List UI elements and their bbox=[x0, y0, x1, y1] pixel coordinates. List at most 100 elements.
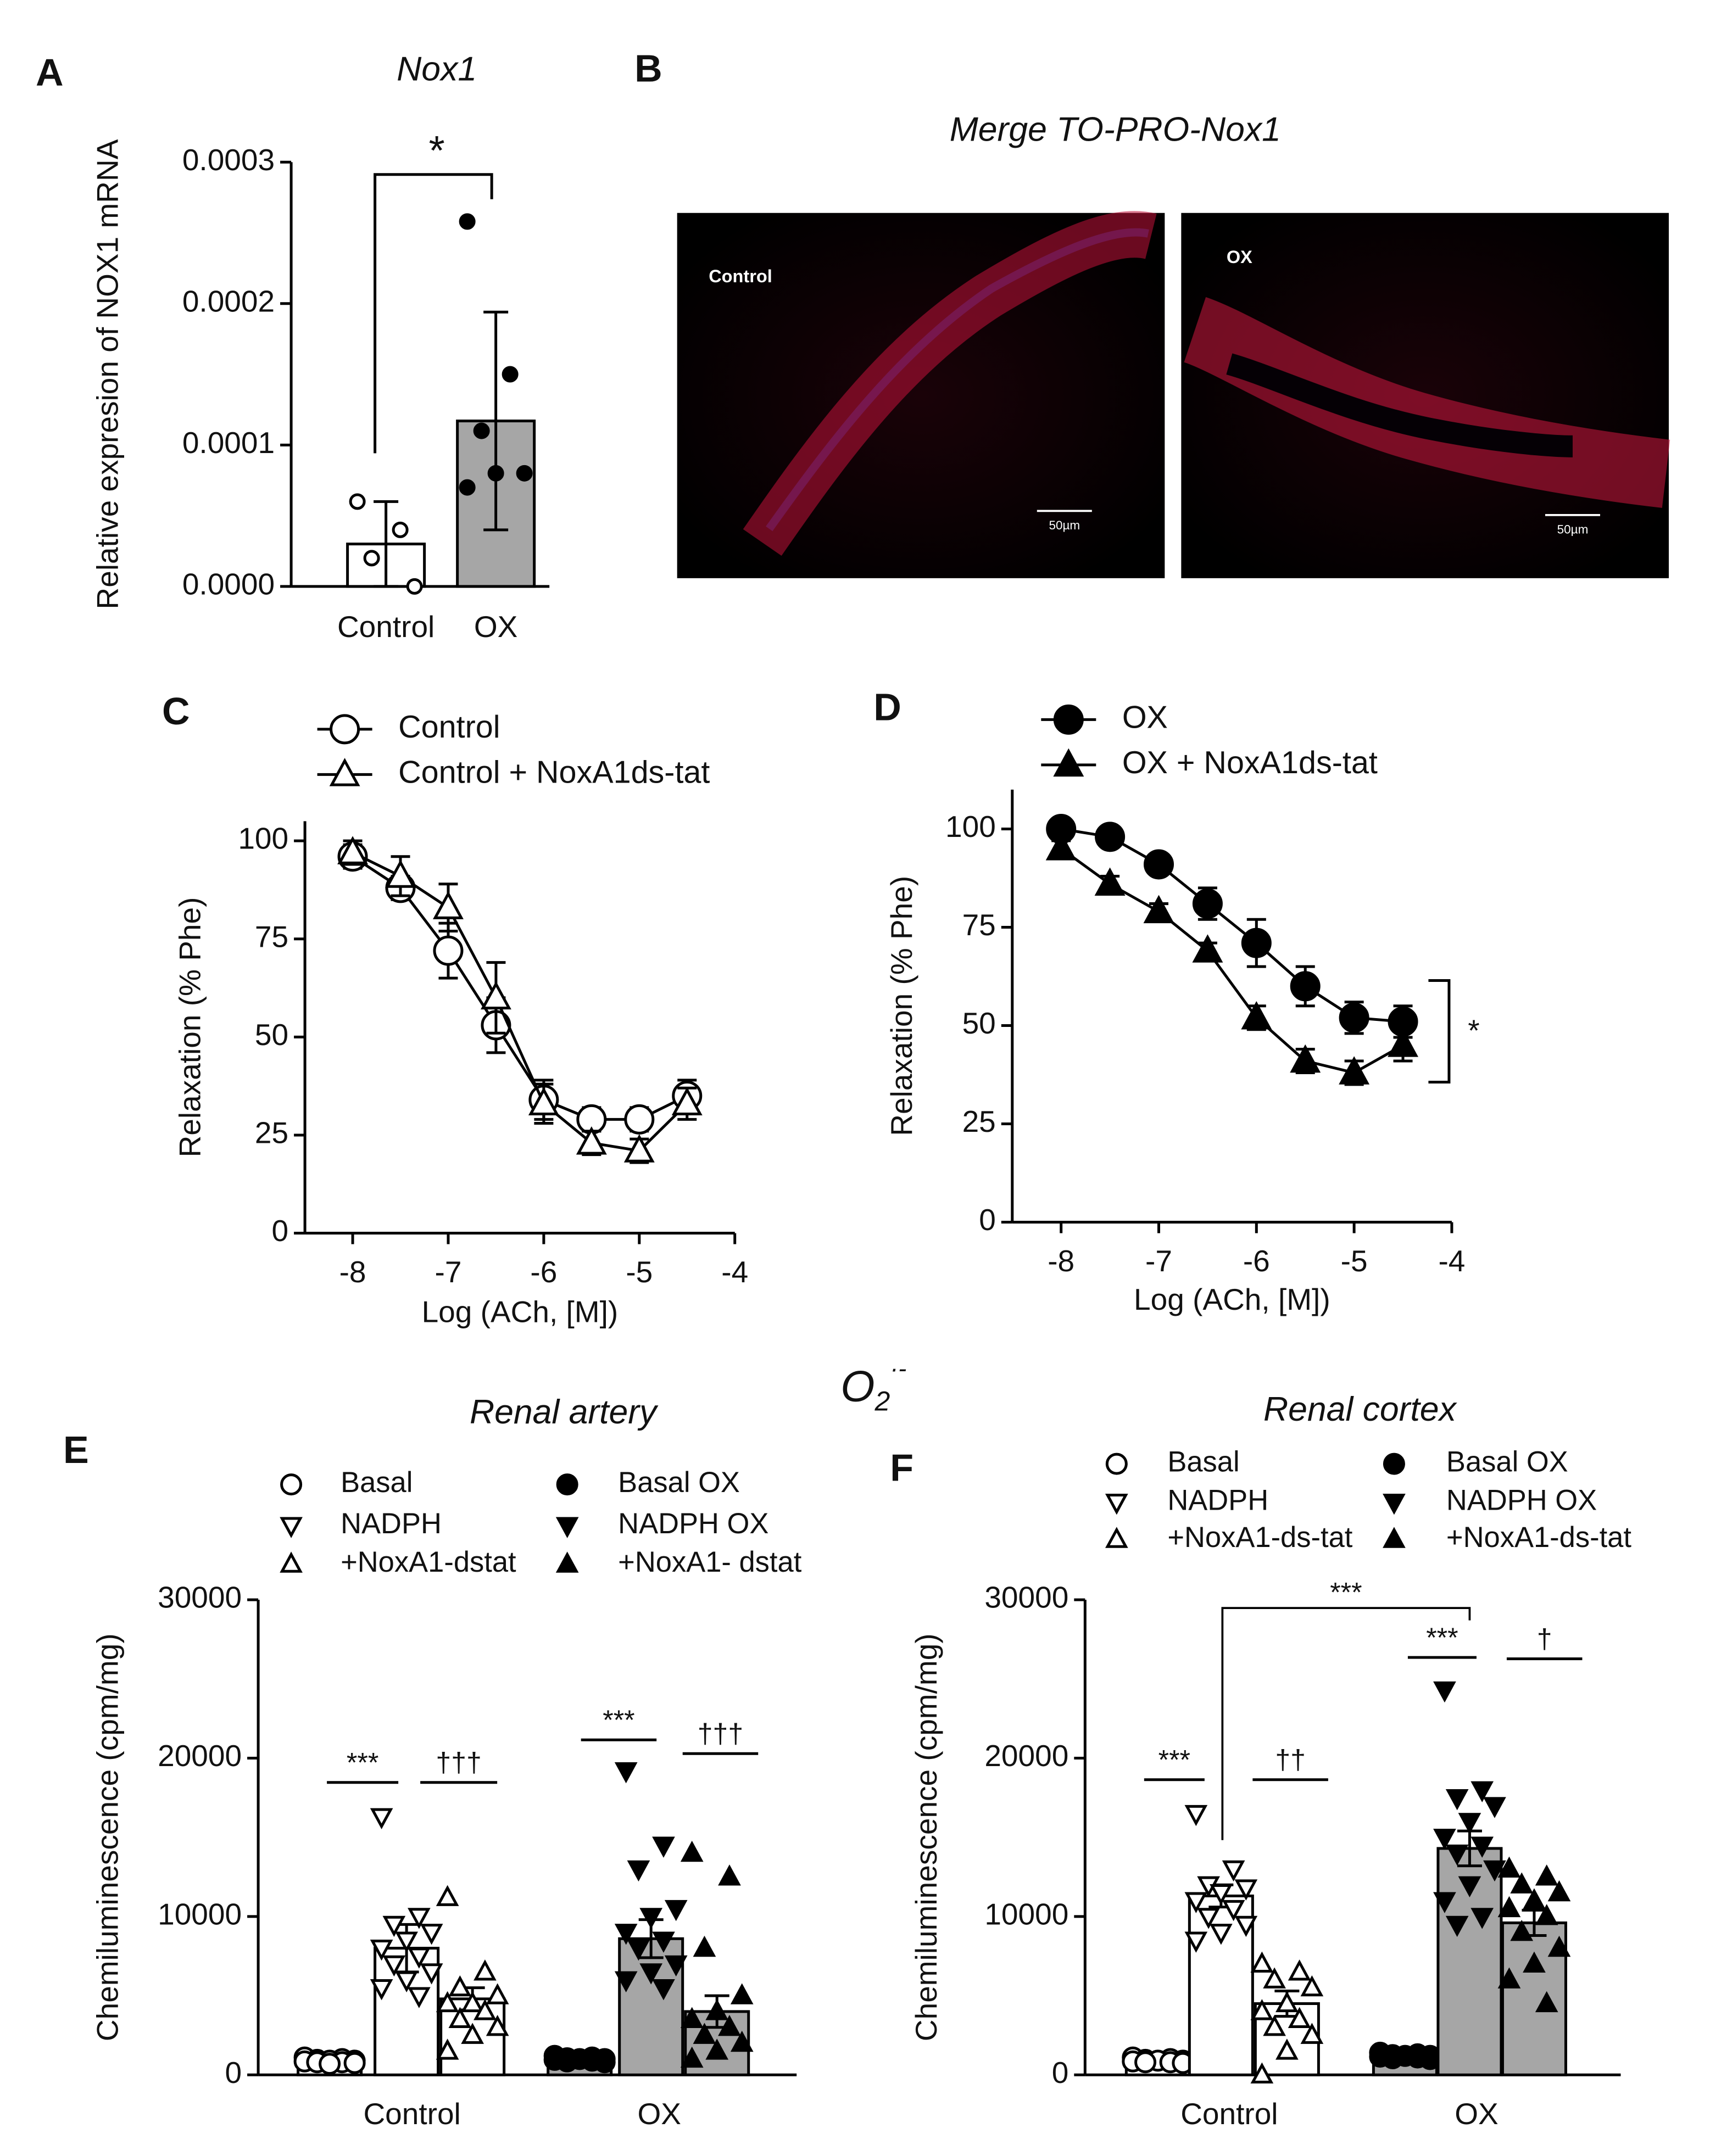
y-axis-label: Chemiluminescence (cpm/mg) bbox=[909, 1633, 943, 2041]
significance-label: †† bbox=[1275, 1744, 1306, 1775]
marker bbox=[1433, 1681, 1456, 1703]
marker bbox=[1382, 2047, 1404, 2070]
y-tick-label: 50 bbox=[962, 1006, 996, 1040]
marker bbox=[1535, 1904, 1558, 1925]
x-tick-label: -8 bbox=[1048, 1244, 1074, 1278]
x-tick-label: -4 bbox=[1438, 1244, 1465, 1278]
y-tick-label: 0.0003 bbox=[182, 143, 275, 177]
figure-label-sup: ·- bbox=[890, 1354, 906, 1382]
significance-label: * bbox=[1468, 1013, 1479, 1047]
y-axis-label: Chemiluminescence (cpm/mg) bbox=[91, 1633, 125, 2041]
y-tick-label: 10000 bbox=[984, 1897, 1068, 1931]
x-tick-label: -7 bbox=[435, 1255, 462, 1289]
marker bbox=[420, 1963, 443, 1985]
legend-marker bbox=[330, 714, 360, 745]
marker bbox=[693, 2023, 716, 2044]
marker bbox=[1339, 1056, 1370, 1085]
marker bbox=[502, 366, 519, 383]
significance-bracket bbox=[374, 173, 493, 454]
marker bbox=[459, 479, 476, 496]
marker bbox=[480, 981, 511, 1010]
legend-marker bbox=[555, 1517, 579, 1538]
marker bbox=[528, 1087, 559, 1116]
marker bbox=[614, 1924, 638, 1945]
marker bbox=[1045, 832, 1077, 861]
marker bbox=[1288, 2007, 1311, 2028]
marker bbox=[395, 1931, 418, 1953]
image-title: Merge TO-PRO-Nox1 bbox=[950, 110, 1281, 149]
marker bbox=[730, 1983, 754, 2004]
y-tick-label: 75 bbox=[255, 919, 288, 953]
legend-label: Basal OX bbox=[1446, 1445, 1568, 1478]
marker bbox=[1547, 1880, 1571, 1902]
legend-label: NADPH bbox=[1167, 1484, 1268, 1516]
marker bbox=[370, 1939, 393, 1961]
marker bbox=[1445, 1789, 1469, 1811]
y-tick-label: 30000 bbox=[158, 1580, 242, 1615]
y-axis-label: Relaxation (% Phe) bbox=[173, 897, 207, 1158]
marker bbox=[1241, 1001, 1272, 1030]
marker bbox=[1250, 1999, 1274, 2020]
figure-label-base: O bbox=[840, 1362, 875, 1411]
legend-marker bbox=[1383, 1527, 1406, 1548]
chart-title: Renal artery bbox=[470, 1393, 659, 1431]
marker bbox=[1192, 889, 1223, 919]
y-axis-label: Relaxation (% Phe) bbox=[884, 876, 918, 1136]
marker bbox=[1275, 2038, 1299, 2060]
marker bbox=[652, 1931, 675, 1953]
marker bbox=[370, 1808, 393, 1829]
marker bbox=[395, 1971, 418, 1993]
legend-label: Control + NoxA1ds-tat bbox=[398, 755, 710, 790]
legend-label: +NoxA1-ds-tat bbox=[1446, 1521, 1631, 1554]
marker bbox=[556, 2050, 578, 2073]
y-tick-label: 0 bbox=[1052, 2056, 1069, 2090]
marker bbox=[1483, 1860, 1506, 1882]
figure-label-sub: 2 bbox=[874, 1386, 890, 1417]
marker bbox=[459, 213, 476, 230]
marker bbox=[1222, 1900, 1245, 1922]
marker bbox=[1197, 1908, 1220, 1929]
y-tick-label: 0 bbox=[979, 1203, 996, 1237]
marker bbox=[1388, 1029, 1418, 1057]
marker bbox=[1535, 1991, 1558, 2013]
y-tick-label: 30000 bbox=[984, 1580, 1068, 1615]
marker bbox=[487, 465, 504, 482]
marker bbox=[1288, 1959, 1311, 1981]
legend-marker bbox=[1053, 704, 1084, 735]
marker bbox=[1471, 1781, 1494, 1802]
marker bbox=[1134, 2051, 1157, 2074]
legend-marker bbox=[1105, 1453, 1128, 1475]
significance-label: *** bbox=[1330, 1577, 1362, 1607]
marker bbox=[1241, 928, 1272, 958]
marker bbox=[433, 935, 464, 966]
marker bbox=[1458, 1876, 1481, 1897]
significance-label: *** bbox=[347, 1747, 378, 1778]
marker bbox=[1210, 1924, 1233, 1945]
x-tick-label: Control bbox=[363, 2097, 460, 2131]
legend-marker bbox=[280, 1551, 303, 1573]
marker bbox=[1471, 1908, 1494, 1929]
marker bbox=[319, 2053, 341, 2075]
y-tick-label: 10000 bbox=[158, 1897, 242, 1931]
significance-bracket bbox=[1221, 1607, 1471, 1840]
x-tick-label: -8 bbox=[339, 1255, 366, 1289]
significance-label: † bbox=[1537, 1623, 1552, 1654]
marker bbox=[1535, 1864, 1558, 1886]
legend-label: Basal bbox=[341, 1466, 413, 1499]
marker bbox=[1433, 1829, 1456, 1850]
legend-marker bbox=[1105, 1493, 1128, 1515]
significance-label: *** bbox=[1158, 1744, 1190, 1775]
marker bbox=[671, 1087, 703, 1116]
marker bbox=[1300, 1975, 1324, 1997]
legend-label: Control bbox=[398, 710, 500, 745]
micrograph: OX 50µm bbox=[1181, 213, 1670, 578]
marker bbox=[593, 2051, 616, 2074]
marker bbox=[639, 1908, 663, 1929]
micrograph: Control 50µm bbox=[677, 211, 1165, 578]
marker bbox=[420, 1924, 443, 1945]
marker bbox=[1433, 1892, 1456, 1913]
marker bbox=[1143, 895, 1174, 924]
marker bbox=[627, 1939, 650, 1961]
series-line bbox=[1061, 828, 1403, 1023]
marker bbox=[1497, 1896, 1521, 1918]
